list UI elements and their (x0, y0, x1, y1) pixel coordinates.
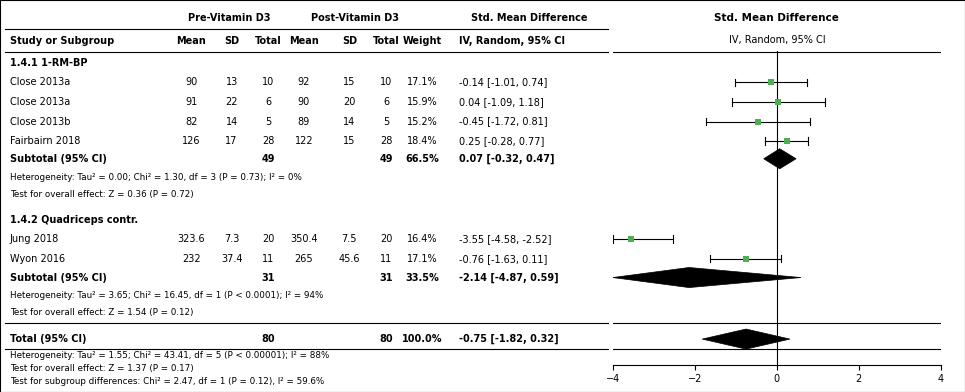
Text: 91: 91 (185, 97, 197, 107)
Text: Total: Total (372, 36, 400, 46)
Text: 90: 90 (185, 77, 197, 87)
Text: 265: 265 (294, 254, 314, 264)
Text: -0.45 [-1.72, 0.81]: -0.45 [-1.72, 0.81] (459, 116, 548, 127)
Text: 82: 82 (185, 116, 197, 127)
Text: 10: 10 (262, 77, 274, 87)
Text: 17.1%: 17.1% (407, 77, 438, 87)
Text: Std. Mean Difference: Std. Mean Difference (714, 13, 840, 23)
Text: 1.4.2 Quadriceps contr.: 1.4.2 Quadriceps contr. (10, 214, 138, 225)
Text: -0.14 [-1.01, 0.74]: -0.14 [-1.01, 0.74] (459, 77, 548, 87)
Text: Mean: Mean (290, 36, 318, 46)
Text: 28: 28 (380, 136, 392, 146)
Text: Jung 2018: Jung 2018 (10, 234, 59, 244)
Text: Test for overall effect: Z = 1.54 (P = 0.12): Test for overall effect: Z = 1.54 (P = 0… (10, 309, 193, 317)
Polygon shape (703, 329, 790, 349)
Text: Heterogeneity: Tau² = 1.55; Chi² = 43.41, df = 5 (P < 0.00001); I² = 88%: Heterogeneity: Tau² = 1.55; Chi² = 43.41… (10, 352, 329, 360)
Text: Close 2013a: Close 2013a (10, 97, 69, 107)
Text: 11: 11 (380, 254, 392, 264)
Text: 1.4.1 1-RM-BP: 1.4.1 1-RM-BP (10, 58, 87, 68)
Text: 17: 17 (226, 136, 237, 146)
Text: 7.3: 7.3 (224, 234, 239, 244)
Text: 7.5: 7.5 (342, 234, 357, 244)
Text: 16.4%: 16.4% (407, 234, 438, 244)
Text: Close 2013b: Close 2013b (10, 116, 70, 127)
Text: 18.4%: 18.4% (407, 136, 438, 146)
Text: 22: 22 (226, 97, 237, 107)
Text: 350.4: 350.4 (290, 234, 317, 244)
Text: -0.75 [-1.82, 0.32]: -0.75 [-1.82, 0.32] (459, 334, 559, 344)
Text: 49: 49 (379, 154, 393, 164)
Text: 80: 80 (262, 334, 275, 344)
Text: Total (95% CI): Total (95% CI) (10, 334, 86, 344)
Text: Fairbairn 2018: Fairbairn 2018 (10, 136, 80, 146)
Text: 80: 80 (379, 334, 393, 344)
Text: 15: 15 (344, 136, 355, 146)
Text: -0.76 [-1.63, 0.11]: -0.76 [-1.63, 0.11] (459, 254, 548, 264)
Text: IV, Random, 95% CI: IV, Random, 95% CI (729, 34, 825, 45)
Text: 323.6: 323.6 (178, 234, 205, 244)
Text: -2.14 [-4.87, 0.59]: -2.14 [-4.87, 0.59] (459, 272, 559, 283)
Text: 90: 90 (298, 97, 310, 107)
Text: 0.07 [-0.32, 0.47]: 0.07 [-0.32, 0.47] (459, 154, 555, 164)
Text: 37.4: 37.4 (221, 254, 242, 264)
Text: 15.2%: 15.2% (407, 116, 438, 127)
Text: 6: 6 (265, 97, 271, 107)
Text: Test for overall effect: Z = 1.37 (P = 0.17): Test for overall effect: Z = 1.37 (P = 0… (10, 364, 193, 373)
Text: Post-Vitamin D3: Post-Vitamin D3 (311, 13, 399, 23)
Text: Pre-Vitamin D3: Pre-Vitamin D3 (188, 13, 271, 23)
Text: Study or Subgroup: Study or Subgroup (10, 36, 114, 46)
Text: 15.9%: 15.9% (407, 97, 438, 107)
Text: 14: 14 (226, 116, 237, 127)
Text: 28: 28 (262, 136, 274, 146)
Text: 11: 11 (262, 254, 274, 264)
Text: 0.25 [-0.28, 0.77]: 0.25 [-0.28, 0.77] (459, 136, 544, 146)
Text: 31: 31 (262, 272, 275, 283)
Text: 20: 20 (380, 234, 392, 244)
Text: Test for subgroup differences: Chi² = 2.47, df = 1 (P = 0.12), I² = 59.6%: Test for subgroup differences: Chi² = 2.… (10, 377, 324, 386)
Text: Subtotal (95% CI): Subtotal (95% CI) (10, 272, 106, 283)
Text: 31: 31 (379, 272, 393, 283)
Text: 126: 126 (181, 136, 201, 146)
Text: Heterogeneity: Tau² = 3.65; Chi² = 16.45, df = 1 (P < 0.0001); I² = 94%: Heterogeneity: Tau² = 3.65; Chi² = 16.45… (10, 292, 323, 300)
Text: Heterogeneity: Tau² = 0.00; Chi² = 1.30, df = 3 (P = 0.73); I² = 0%: Heterogeneity: Tau² = 0.00; Chi² = 1.30,… (10, 173, 301, 181)
Text: 14: 14 (344, 116, 355, 127)
Text: 45.6: 45.6 (339, 254, 360, 264)
Text: 17.1%: 17.1% (407, 254, 438, 264)
Text: Wyon 2016: Wyon 2016 (10, 254, 65, 264)
Text: Test for overall effect: Z = 0.36 (P = 0.72): Test for overall effect: Z = 0.36 (P = 0… (10, 190, 193, 198)
Text: Mean: Mean (177, 36, 206, 46)
Text: 66.5%: 66.5% (406, 154, 439, 164)
Text: 232: 232 (181, 254, 201, 264)
Text: 10: 10 (380, 77, 392, 87)
Text: 5: 5 (383, 116, 389, 127)
Text: 5: 5 (265, 116, 271, 127)
Text: -3.55 [-4.58, -2.52]: -3.55 [-4.58, -2.52] (459, 234, 552, 244)
Text: SD: SD (342, 36, 357, 46)
Text: IV, Random, 95% CI: IV, Random, 95% CI (459, 36, 565, 46)
Text: 6: 6 (383, 97, 389, 107)
Text: Subtotal (95% CI): Subtotal (95% CI) (10, 154, 106, 164)
Text: Total: Total (255, 36, 282, 46)
Text: 33.5%: 33.5% (406, 272, 439, 283)
Text: 89: 89 (298, 116, 310, 127)
Polygon shape (613, 267, 801, 288)
Text: 0.04 [-1.09, 1.18]: 0.04 [-1.09, 1.18] (459, 97, 544, 107)
Text: 49: 49 (262, 154, 275, 164)
Text: Close 2013a: Close 2013a (10, 77, 69, 87)
Text: 13: 13 (226, 77, 237, 87)
Text: Std. Mean Difference: Std. Mean Difference (471, 13, 587, 23)
Text: 20: 20 (344, 97, 355, 107)
Text: Weight: Weight (403, 36, 442, 46)
Text: 92: 92 (298, 77, 310, 87)
Text: 122: 122 (294, 136, 314, 146)
Text: 20: 20 (262, 234, 274, 244)
Polygon shape (763, 149, 796, 169)
Text: 100.0%: 100.0% (402, 334, 443, 344)
Text: SD: SD (224, 36, 239, 46)
Text: 15: 15 (344, 77, 355, 87)
